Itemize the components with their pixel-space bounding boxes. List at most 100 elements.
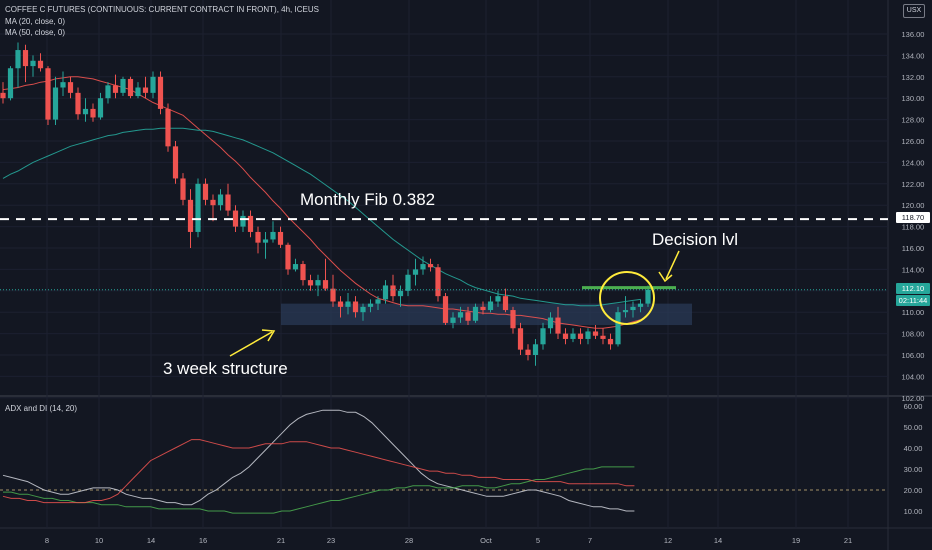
ma50-legend[interactable]: MA (50, close, 0): [5, 28, 66, 37]
currency-badge[interactable]: USX: [903, 4, 925, 18]
candle-body: [465, 312, 471, 321]
time-tick-label: 14: [714, 536, 722, 545]
candle: [217, 189, 224, 211]
candle-body: [315, 280, 321, 286]
candle-body: [307, 280, 314, 286]
candle: [165, 103, 171, 152]
ma20-legend[interactable]: MA (20, close, 0): [5, 17, 66, 26]
candle: [337, 296, 344, 318]
candle: [480, 301, 486, 315]
candle-body: [277, 231, 284, 245]
candle: [450, 312, 456, 329]
candle-body: [37, 60, 44, 69]
candle: [547, 312, 554, 334]
time-tick-label: 23: [327, 536, 335, 545]
candle-body: [375, 299, 381, 304]
candle: [97, 92, 104, 120]
structure-arrow-shaft: [229, 331, 273, 357]
candle-body: [510, 310, 516, 329]
candle-body: [90, 108, 96, 118]
candle-body: [435, 267, 441, 297]
time-tick-label: 7: [588, 536, 592, 545]
price-axis[interactable]: 136.00 134.00 132.00 130.00 128.00 126.00 124.…: [902, 30, 925, 403]
candle: [622, 296, 629, 318]
candle-body: [270, 231, 276, 240]
candle: [202, 178, 209, 206]
adx-tick-label: 60.00: [904, 402, 923, 411]
candle-body: [345, 301, 351, 307]
price-tick-label: 114.00: [902, 265, 924, 274]
candle-body: [547, 317, 554, 329]
candle-body: [540, 328, 546, 345]
candle-body: [525, 349, 531, 355]
candle-body: [247, 215, 254, 232]
ma50-line: [2, 127, 641, 307]
candle: [495, 290, 501, 307]
minus-di-line: [2, 439, 635, 504]
candle: [562, 328, 569, 345]
candle: [442, 292, 449, 326]
price-tick-label: 110.00: [902, 308, 924, 317]
candle-body: [7, 68, 14, 99]
candle: [22, 44, 29, 83]
candle: [120, 76, 126, 97]
candle: [105, 82, 111, 104]
candle-body: [262, 239, 269, 243]
candle: [382, 280, 389, 304]
adx-tick-label: 10.00: [904, 507, 923, 516]
candle: [67, 76, 74, 99]
candles: [0, 42, 651, 366]
price-tick-label: 136.00: [902, 30, 925, 39]
candle-body: [225, 194, 231, 211]
candle: [180, 173, 186, 206]
time-tick-label: 16: [199, 536, 207, 545]
candle-body: [532, 344, 539, 355]
time-axis[interactable]: 8 10 14 16 21 23 28 Oct 5 7 12 14 19 21: [45, 536, 852, 545]
candle-body: [442, 296, 449, 323]
adx-tick-label: 50.00: [904, 423, 923, 432]
candle: [345, 292, 351, 315]
candle-body: [112, 85, 119, 93]
adx-legend[interactable]: ADX and DI (14, 20): [5, 404, 78, 413]
time-tick-label: 21: [844, 536, 852, 545]
adx-line: [2, 409, 635, 512]
candle: [247, 210, 254, 238]
adx-axis[interactable]: 60.00 50.00 40.00 30.00 20.00 10.00: [904, 402, 923, 516]
candle: [510, 306, 516, 334]
fib-price-tag: 118.70: [896, 212, 930, 223]
candle-body: [255, 231, 261, 243]
candle-body: [502, 296, 509, 311]
candle: [150, 71, 156, 99]
candle-body: [97, 98, 104, 118]
candle-body: [600, 335, 606, 339]
candle: [577, 328, 584, 345]
candle-body: [180, 178, 186, 200]
candle: [270, 221, 276, 243]
candle-body: [15, 50, 21, 69]
decision-arrow-head: [658, 271, 673, 283]
candle-body: [382, 285, 389, 300]
time-tick-label: 12: [664, 536, 672, 545]
candle-body: [570, 333, 576, 339]
candle: [285, 242, 291, 275]
candle: [322, 258, 329, 291]
decision-annotation: Decision lvl: [652, 230, 738, 249]
candle-body: [82, 108, 89, 115]
candle: [15, 42, 21, 88]
candle: [90, 103, 96, 122]
candle: [60, 71, 66, 97]
adx-tick-label: 30.00: [904, 465, 923, 474]
candle: [210, 194, 216, 222]
last-price-tag: 112.10: [896, 283, 930, 294]
candle-body: [592, 331, 599, 336]
candle-body: [45, 68, 51, 120]
candle: [405, 269, 411, 297]
price-tick-label: 108.00: [902, 330, 925, 339]
annotation-drawings: [229, 250, 680, 357]
price-tick-label: 126.00: [902, 137, 925, 146]
candle-body: [75, 92, 81, 115]
candle-body: [367, 303, 374, 307]
candle: [300, 260, 306, 286]
candle-body: [615, 312, 621, 345]
